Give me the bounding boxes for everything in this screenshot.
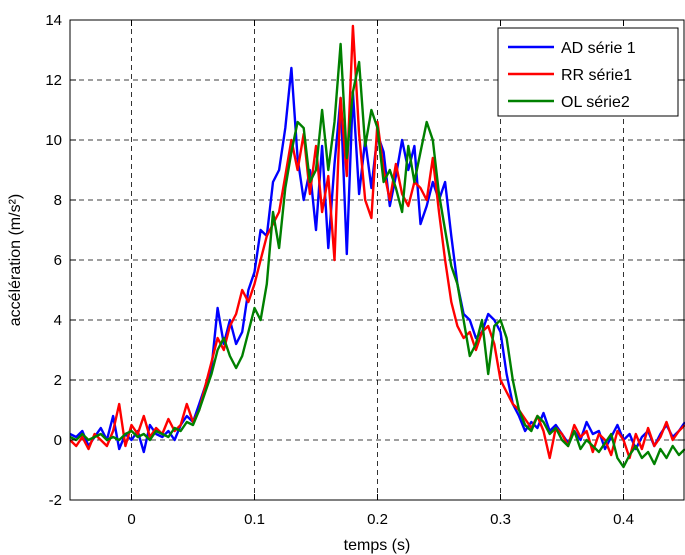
x-tick-label: 0.1 (244, 511, 265, 528)
y-axis-title: accélération (m/s²) (7, 194, 24, 326)
x-tick-label: 0 (127, 511, 135, 528)
series-line-1 (69, 24, 685, 460)
y-tick-label: 14 (45, 12, 62, 29)
y-tick-label: 6 (54, 252, 62, 269)
x-axis-title: temps (s) (344, 537, 411, 554)
y-axis: -2 0 2 4 6 8 10 12 14 (45, 12, 684, 509)
x-tick-label: 0.4 (613, 511, 634, 528)
legend-label: RR série1 (561, 67, 632, 84)
y-tick-label: 0 (54, 432, 62, 449)
legend-label: OL série2 (561, 94, 630, 111)
legend-label: AD série 1 (561, 40, 636, 57)
legend-box (497, 27, 679, 117)
series-lines (69, 24, 685, 469)
y-tick-label: 12 (45, 72, 62, 89)
legend: AD série 1 RR série1 OL série2 (497, 27, 679, 117)
y-tick-label: -2 (49, 492, 62, 509)
x-tick-label: 0.2 (367, 511, 388, 528)
series-line-2 (69, 42, 685, 469)
x-tick-label: 0.3 (490, 511, 511, 528)
y-tick-label: 8 (54, 192, 62, 209)
x-axis: 0 0.1 0.2 0.3 0.4 (127, 20, 634, 528)
y-tick-label: 10 (45, 132, 62, 149)
y-tick-label: 4 (54, 312, 62, 329)
y-tick-label: 2 (54, 372, 62, 389)
